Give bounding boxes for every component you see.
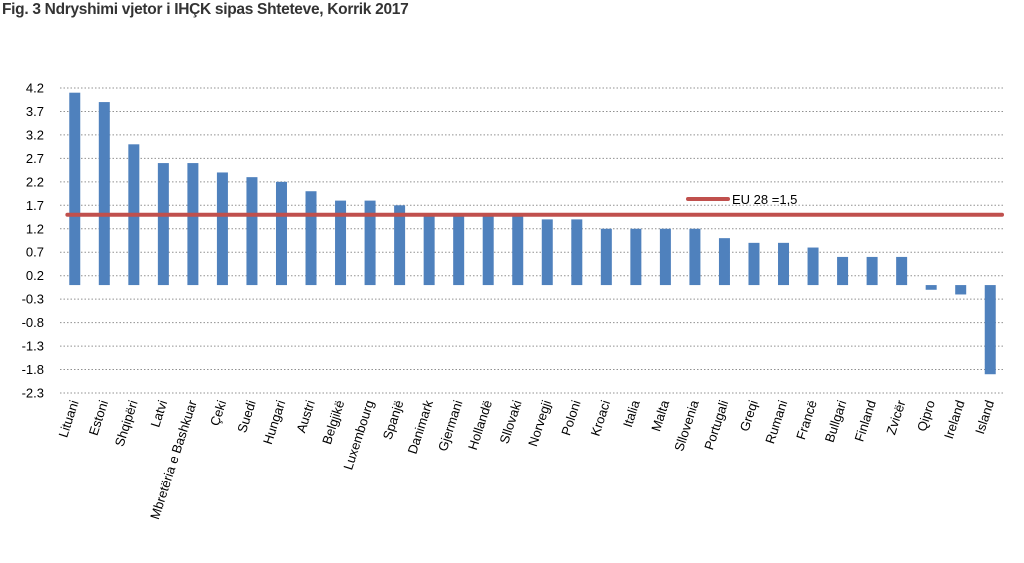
bar-5 xyxy=(216,172,228,286)
y-tick-label: 0.7 xyxy=(26,245,44,260)
bar-18 xyxy=(600,228,612,286)
bar-28 xyxy=(896,256,908,286)
y-tick-label: 0.2 xyxy=(26,268,44,283)
bar-8 xyxy=(305,191,317,286)
x-category-label: Ireland xyxy=(941,398,968,440)
x-category-label: Francë xyxy=(793,398,820,441)
bar-9 xyxy=(335,200,347,286)
bar-24 xyxy=(778,242,790,286)
bar-1 xyxy=(98,102,110,286)
x-category-label: Çeki xyxy=(207,398,229,427)
bar-17 xyxy=(571,219,583,286)
x-category-label: Norvegji xyxy=(525,398,554,448)
x-category-label: Bullgari xyxy=(822,398,850,444)
x-category-label: Italia xyxy=(620,398,643,429)
x-category-label: Austri xyxy=(293,398,318,434)
bar-11 xyxy=(394,205,406,286)
bar-30 xyxy=(955,285,967,295)
x-category-label: Hollandë xyxy=(465,398,495,451)
bar-0 xyxy=(69,92,81,286)
y-axis-tick-labels: 4.2 3.7 3.2 2.7 2.2 1.7 1.2 0.7 0.2 -0.3 -0.8 -1.3 -… xyxy=(22,81,44,401)
figure-title: Fig. 3 Ndryshimi vjetor i IHÇK sipas Sht… xyxy=(2,1,409,18)
y-tick-label: -1.3 xyxy=(22,339,44,354)
x-category-label: Island xyxy=(972,398,997,436)
y-tick-label: 2.7 xyxy=(26,151,44,166)
x-category-label: Suedi xyxy=(234,398,259,434)
x-category-label: Sllovenia xyxy=(671,398,702,454)
x-category-label: Spanjë xyxy=(380,398,407,441)
bar-27 xyxy=(866,256,878,286)
bar-19 xyxy=(630,228,642,286)
y-tick-label: 1.2 xyxy=(26,221,44,236)
bar-21 xyxy=(689,228,701,286)
bar-7 xyxy=(275,181,287,286)
x-category-label: Estoni xyxy=(86,398,111,437)
x-category-label: Portugali xyxy=(701,398,731,452)
x-category-label: Lituani xyxy=(56,398,82,439)
y-tick-label: -0.8 xyxy=(22,315,44,330)
bar-25 xyxy=(807,247,819,286)
y-tick-label: 3.2 xyxy=(26,127,44,142)
bar-20 xyxy=(659,228,671,286)
y-tick-label: 4.2 xyxy=(26,81,44,96)
bar-15 xyxy=(512,214,524,286)
x-category-label: Gjermani xyxy=(435,398,466,453)
bar-14 xyxy=(482,214,494,286)
x-category-label: Malta xyxy=(648,398,672,434)
x-category-label: Belgjikë xyxy=(319,398,347,446)
x-category-label: Shqipëri xyxy=(112,398,141,448)
y-tick-label: -1.8 xyxy=(22,362,44,377)
bar-4 xyxy=(187,163,199,286)
bar-23 xyxy=(748,242,760,286)
y-tick-label: 3.7 xyxy=(26,104,44,119)
x-category-label: Greqi xyxy=(737,398,761,433)
bar-13 xyxy=(453,214,465,286)
y-tick-label: 2.2 xyxy=(26,174,44,189)
bar-22 xyxy=(718,238,730,286)
legend: EU 28 =1,5 xyxy=(686,192,797,207)
legend-label: EU 28 =1,5 xyxy=(732,192,797,207)
bar-10 xyxy=(364,200,376,286)
x-category-label: Hungari xyxy=(260,398,288,446)
x-category-label: Danimark xyxy=(405,398,437,456)
y-tick-label: -0.3 xyxy=(22,292,44,307)
y-tick-label: 1.7 xyxy=(26,198,44,213)
x-category-label: Kroaci xyxy=(588,398,614,438)
x-category-label: Zvicër xyxy=(883,398,908,437)
bar-29 xyxy=(925,285,937,290)
y-tick-label: -2.3 xyxy=(22,386,44,401)
bar-6 xyxy=(246,177,258,286)
bar-3 xyxy=(157,163,169,286)
bar-12 xyxy=(423,214,435,286)
x-category-label: Luxembourg xyxy=(340,398,377,471)
x-category-label: Rumani xyxy=(762,398,790,445)
x-category-label: Finland xyxy=(852,398,879,443)
bar-31 xyxy=(984,285,996,375)
x-category-label: Latvi xyxy=(147,398,170,429)
x-category-label: Sllovaki xyxy=(496,398,524,445)
bar-26 xyxy=(837,256,849,286)
x-category-label: Poloni xyxy=(558,398,583,437)
gridlines xyxy=(60,87,1005,394)
x-category-label: Qipro xyxy=(914,398,938,433)
bar-16 xyxy=(541,219,553,286)
